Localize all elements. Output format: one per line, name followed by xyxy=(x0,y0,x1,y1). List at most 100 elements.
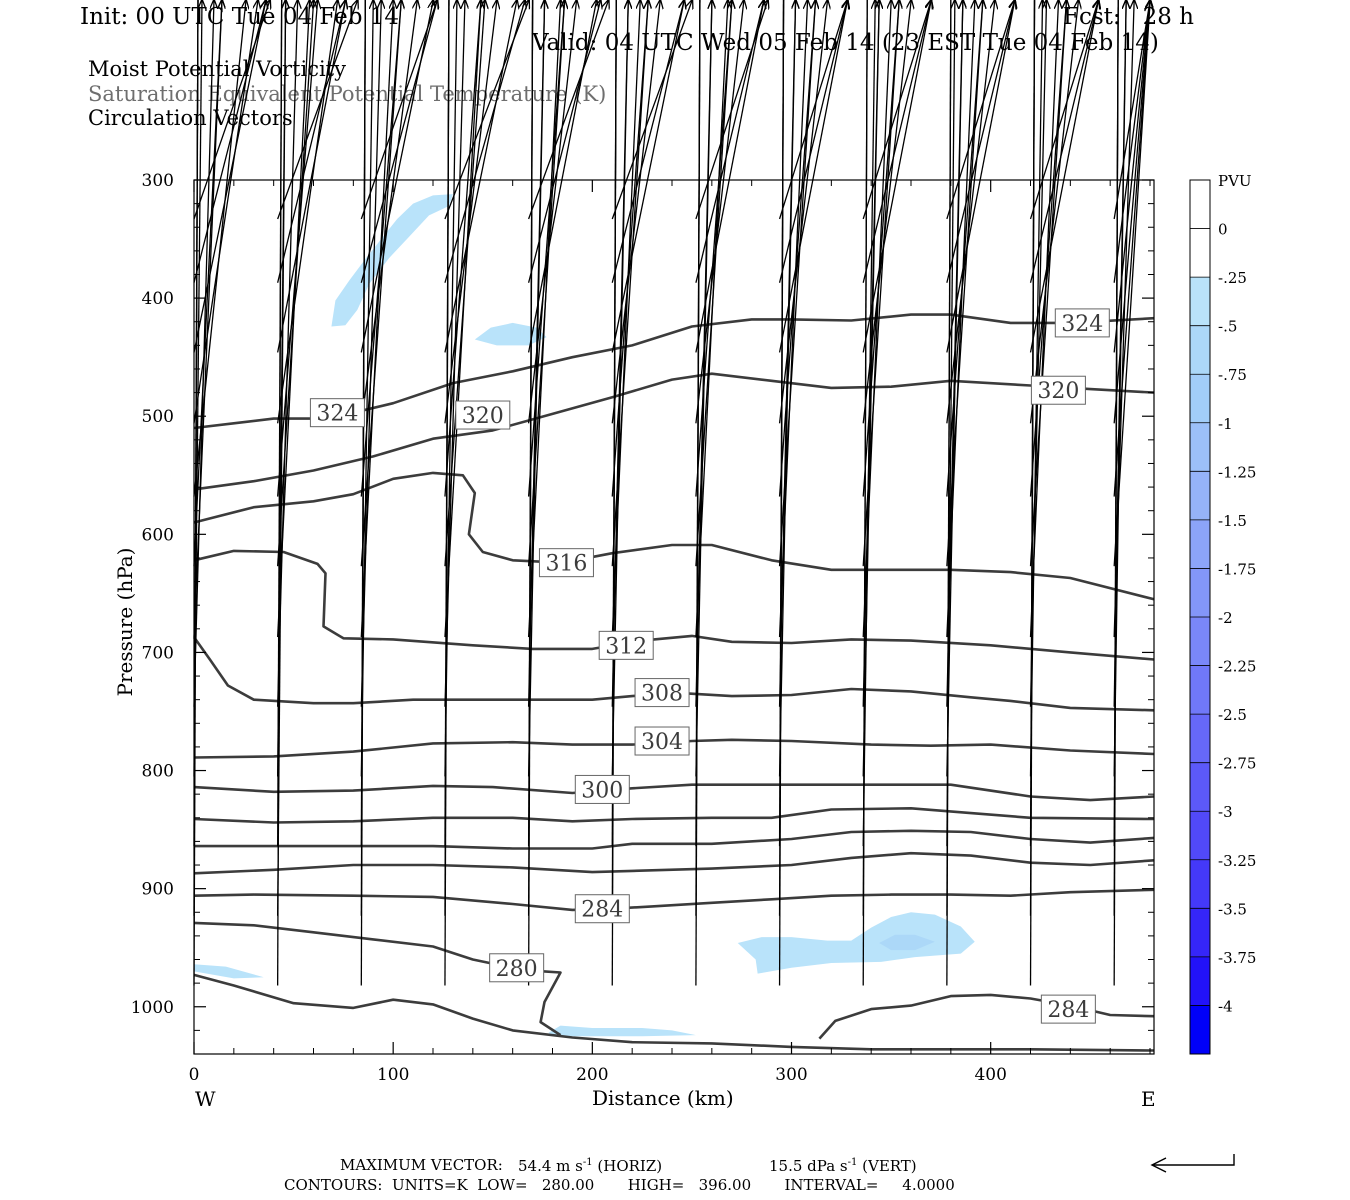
circulation-vector xyxy=(444,0,525,283)
contour-label: 324 xyxy=(1061,312,1103,337)
circulation-vector xyxy=(360,0,437,220)
circulation-vector xyxy=(527,0,565,497)
max-horiz-value: 54.4 m s-1 (HORIZ) xyxy=(518,1157,663,1175)
circulation-vector xyxy=(193,0,266,353)
circulation-vector xyxy=(527,0,597,353)
circulation-vector xyxy=(277,0,283,986)
circulation-vector xyxy=(862,0,931,353)
circulation-vector xyxy=(611,0,648,497)
contour-label-box xyxy=(538,548,594,578)
theta-contour-9 xyxy=(193,851,1155,875)
circulation-vector xyxy=(1113,0,1150,353)
y-tick-label: 800 xyxy=(142,762,174,782)
colorbar-tick-label: -2.5 xyxy=(1218,706,1247,724)
y-tick-label: 300 xyxy=(142,171,174,191)
contour-label-box xyxy=(1054,308,1110,338)
contour-label: 316 xyxy=(545,552,587,577)
circulation-vector xyxy=(444,0,529,220)
colorbar-swatch xyxy=(1190,471,1210,520)
colorbar-tick-label: -.25 xyxy=(1218,269,1247,287)
theta-contour-2 xyxy=(193,471,1155,601)
pv-region-0 xyxy=(331,194,453,327)
contour-info: CONTOURS: UNITS=K LOW= 280.00 HIGH= 396.… xyxy=(284,1176,955,1194)
circulation-vector xyxy=(444,0,497,424)
colorbar-swatch xyxy=(1190,956,1210,1006)
colorbar-title: PVU xyxy=(1218,172,1252,190)
colorbar-tick-label: -3 xyxy=(1218,803,1233,821)
circulation-vector xyxy=(277,0,346,353)
colorbar-tick-label: -3.75 xyxy=(1218,949,1256,967)
circulation-vector xyxy=(611,0,692,220)
circulation-vector xyxy=(778,0,848,353)
circulation-vector xyxy=(193,0,199,986)
circulation-vector xyxy=(1029,0,1036,986)
circulation-vector xyxy=(695,0,732,497)
reference-vector-icon xyxy=(1150,1154,1235,1173)
x-tick-label: 300 xyxy=(775,1065,807,1085)
pv-region-4 xyxy=(548,1025,696,1037)
theta-contour-13 xyxy=(193,973,1155,1052)
circulation-vector xyxy=(527,0,545,777)
colorbar-swatch xyxy=(1190,859,1210,909)
x-tick-label: 400 xyxy=(974,1065,1006,1085)
contour-label-box xyxy=(455,400,511,430)
init-time: Init: 00 UTC Tue 04 Feb 14 xyxy=(80,4,400,30)
circulation-vector xyxy=(778,0,796,777)
y-tick-label: 1000 xyxy=(131,998,174,1018)
circulation-vector xyxy=(611,0,684,283)
circulation-vector xyxy=(1113,0,1119,986)
colorbar-tick-label: -.5 xyxy=(1218,318,1237,336)
contour-label-box xyxy=(598,630,654,660)
circulation-vector xyxy=(277,0,338,424)
circulation-vector xyxy=(611,0,660,424)
circulation-vector xyxy=(946,0,1015,353)
contour-label: 324 xyxy=(316,402,358,427)
circulation-vector xyxy=(695,0,764,353)
colorbar-swatch xyxy=(1190,811,1210,860)
pv-region-3 xyxy=(737,912,975,974)
contour-label-box xyxy=(574,774,630,804)
contour-label-box xyxy=(1030,375,1086,405)
circulation-vector xyxy=(527,0,534,986)
pv-region-2 xyxy=(194,964,264,979)
circulation-vector xyxy=(277,0,358,220)
circulation-vector xyxy=(862,0,875,847)
circulation-vector xyxy=(695,0,701,986)
colorbar-tick-label: -1.5 xyxy=(1218,512,1247,530)
colorbar-swatch xyxy=(1190,665,1210,715)
contour-label: 320 xyxy=(1037,379,1079,404)
contour-label-box xyxy=(489,953,545,983)
contour-label-box xyxy=(634,678,690,708)
circulation-vector xyxy=(778,0,828,424)
x-axis-west: W xyxy=(195,1087,216,1111)
contour-label: 280 xyxy=(496,957,538,982)
circulation-vector xyxy=(862,0,868,986)
colorbar-swatch xyxy=(1190,277,1210,326)
colorbar-tick-label: -2.75 xyxy=(1218,755,1256,773)
circulation-vector xyxy=(611,0,617,986)
plot-frame xyxy=(193,179,1155,1055)
theta-contour-10 xyxy=(193,888,1155,912)
circulation-vector xyxy=(360,0,417,424)
circulation-vector xyxy=(1029,0,1079,424)
colorbar-tick-label: -.75 xyxy=(1218,366,1247,384)
theta-contour-8 xyxy=(194,829,1155,850)
contour-label: 308 xyxy=(641,682,683,707)
max-vert-value: 15.5 dPa s-1 (VERT) xyxy=(769,1157,917,1175)
circulation-vector xyxy=(778,0,785,986)
circulation-vector xyxy=(1113,0,1150,220)
theta-contour-6 xyxy=(193,783,1155,802)
x-tick-label: 0 xyxy=(189,1065,200,1085)
y-tick-label: 500 xyxy=(142,407,174,427)
colorbar-tick-label: -3.5 xyxy=(1218,900,1247,918)
circulation-vector xyxy=(695,0,712,777)
circulation-vector xyxy=(444,0,481,638)
contour-label: 284 xyxy=(581,898,623,923)
circulation-vector xyxy=(527,0,577,424)
circulation-vector xyxy=(527,0,601,283)
vert-exponent: -1 xyxy=(847,1157,858,1168)
colorbar-swatch xyxy=(1190,908,1210,957)
circulation-vector xyxy=(527,0,609,220)
x-tick-label: 200 xyxy=(576,1065,608,1085)
colorbar-frame xyxy=(1189,179,1211,1055)
